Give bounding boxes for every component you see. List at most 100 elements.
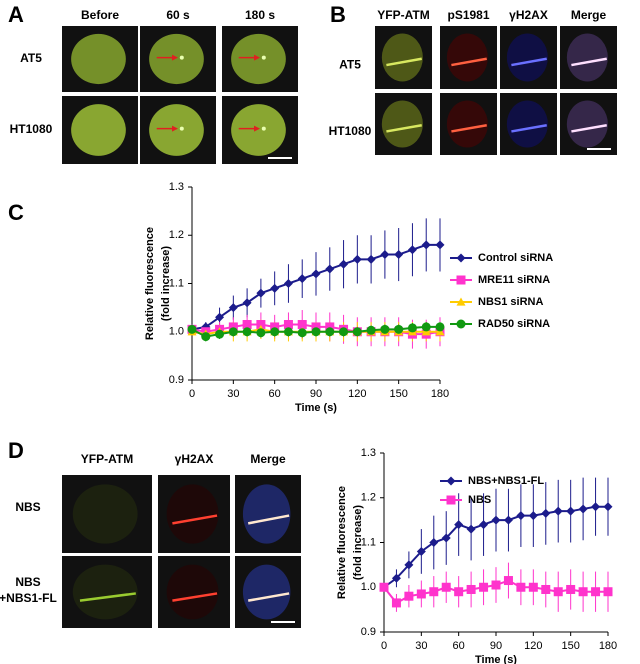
cell	[506, 100, 548, 148]
y-tick-label: 1.0	[361, 581, 376, 593]
marker	[391, 598, 401, 608]
x-tick-label: 90	[310, 388, 322, 400]
marker	[491, 515, 501, 525]
cell	[72, 564, 138, 620]
row-label: AT5	[339, 58, 361, 72]
marker	[416, 546, 426, 556]
damage-stripe	[571, 57, 607, 67]
marker	[528, 511, 538, 521]
y-tick-label: 0.9	[169, 374, 184, 386]
marker	[441, 582, 451, 592]
y-tick-label: 1.1	[361, 536, 376, 548]
cell	[149, 104, 204, 156]
marker	[380, 324, 390, 334]
marker	[311, 327, 321, 337]
x-tick-label: 0	[381, 640, 387, 652]
marker	[466, 584, 476, 594]
row-label: NBS	[15, 500, 40, 514]
x-tick-label: 60	[269, 388, 281, 400]
x-tick-label: 180	[599, 640, 617, 652]
marker	[283, 279, 293, 288]
cell	[446, 100, 488, 148]
legend-label: NBS1 siRNA	[478, 296, 543, 308]
marker	[479, 520, 489, 530]
marker	[391, 573, 401, 583]
marker	[516, 582, 526, 592]
foci	[261, 126, 266, 131]
arrow-head	[254, 54, 260, 61]
marker	[503, 576, 513, 586]
y-tick-label: 1.3	[361, 447, 376, 459]
marker	[591, 502, 601, 512]
legend-label: NBS+NBS1-FL	[468, 475, 544, 487]
marker	[366, 325, 376, 335]
cell	[166, 484, 219, 544]
y-tick-label: 1.0	[169, 326, 184, 338]
damage-stripe	[79, 592, 136, 602]
cell	[149, 33, 204, 85]
marker	[283, 320, 293, 330]
marker	[352, 327, 362, 337]
marker	[454, 587, 464, 597]
marker	[256, 320, 266, 330]
row-label: +NBS1-FL	[0, 591, 57, 605]
foci	[179, 55, 184, 60]
marker	[242, 327, 252, 337]
marker	[435, 322, 445, 332]
cell	[231, 104, 286, 156]
x-axis-title: Time (s)	[295, 402, 337, 414]
arrow-head	[254, 125, 260, 132]
marker	[603, 587, 613, 597]
marker	[256, 328, 266, 338]
marker	[446, 476, 456, 486]
column-header: 60 s	[166, 8, 190, 22]
x-tick-label: 120	[348, 388, 366, 400]
x-tick-label: 180	[431, 388, 449, 400]
x-tick-label: 150	[561, 640, 579, 652]
marker	[441, 533, 451, 543]
marker	[297, 320, 307, 330]
chart: 0.9 1.0 1.1 1.2 1.3 0 30 60 90 120 150 180 Time (s) R…	[336, 447, 617, 664]
marker	[578, 504, 588, 514]
marker	[228, 327, 238, 337]
cell	[242, 564, 291, 620]
marker	[516, 511, 526, 521]
marker	[297, 274, 307, 284]
y-tick-label: 1.2	[169, 229, 184, 241]
cell	[71, 104, 126, 156]
marker	[352, 254, 362, 264]
marker	[187, 324, 197, 334]
marker	[215, 312, 225, 322]
y-tick-label: 0.9	[361, 626, 376, 638]
marker	[215, 329, 225, 339]
marker	[479, 582, 489, 592]
marker	[578, 587, 588, 597]
column-header: YFP-ATM	[81, 452, 133, 466]
marker	[541, 508, 551, 518]
marker	[339, 327, 349, 337]
damage-stripe	[247, 592, 290, 602]
marker	[566, 506, 576, 516]
marker	[528, 582, 538, 592]
legend-label: RAD50 siRNA	[478, 318, 550, 330]
marker	[591, 587, 601, 597]
marker	[435, 240, 445, 250]
marker	[541, 584, 551, 594]
y-axis-title: (fold increase)	[352, 505, 364, 581]
marker	[394, 250, 404, 260]
marker	[407, 245, 417, 255]
arrow-head	[172, 125, 178, 132]
panel-label: D	[8, 438, 24, 463]
legend-label: Control siRNA	[478, 252, 553, 264]
marker	[566, 584, 576, 594]
marker	[283, 327, 293, 337]
cell	[381, 100, 423, 148]
marker	[454, 520, 464, 530]
marker	[394, 324, 404, 334]
x-tick-label: 60	[453, 640, 465, 652]
marker	[201, 332, 211, 342]
x-axis-title: Time (s)	[475, 654, 517, 664]
y-tick-label: 1.2	[361, 492, 376, 504]
y-tick-label: 1.1	[169, 277, 184, 289]
